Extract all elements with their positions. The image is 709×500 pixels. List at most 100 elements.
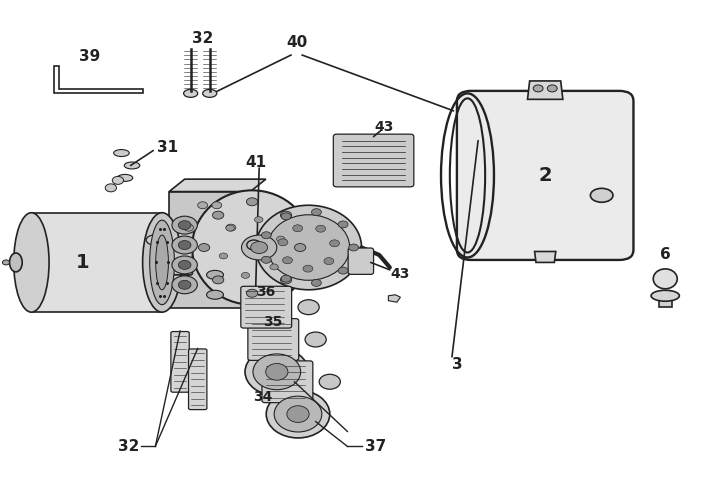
Text: 31: 31 xyxy=(157,140,178,154)
Polygon shape xyxy=(169,179,266,192)
Ellipse shape xyxy=(143,212,182,312)
Circle shape xyxy=(184,224,194,231)
Circle shape xyxy=(338,221,348,228)
Circle shape xyxy=(172,236,197,254)
Polygon shape xyxy=(535,252,556,262)
Circle shape xyxy=(172,276,197,294)
Text: 41: 41 xyxy=(245,156,266,170)
Circle shape xyxy=(270,264,279,270)
Ellipse shape xyxy=(653,269,677,289)
Ellipse shape xyxy=(124,162,140,169)
Ellipse shape xyxy=(150,220,174,304)
Circle shape xyxy=(283,257,292,264)
FancyBboxPatch shape xyxy=(248,318,298,360)
Circle shape xyxy=(178,260,191,270)
Text: 43: 43 xyxy=(374,120,393,134)
Polygon shape xyxy=(31,212,162,312)
Circle shape xyxy=(226,225,234,231)
Circle shape xyxy=(277,236,285,242)
Ellipse shape xyxy=(287,406,309,422)
Polygon shape xyxy=(527,81,563,100)
Circle shape xyxy=(241,272,250,278)
Circle shape xyxy=(172,216,197,234)
Ellipse shape xyxy=(305,332,326,347)
FancyBboxPatch shape xyxy=(171,250,192,275)
Text: 2: 2 xyxy=(538,166,552,185)
Text: 43: 43 xyxy=(391,267,410,281)
Ellipse shape xyxy=(117,174,133,182)
Circle shape xyxy=(247,198,258,205)
Ellipse shape xyxy=(267,215,350,280)
FancyBboxPatch shape xyxy=(333,134,414,187)
Circle shape xyxy=(199,244,210,252)
Ellipse shape xyxy=(266,390,330,438)
Circle shape xyxy=(311,208,321,216)
Text: 37: 37 xyxy=(365,439,386,454)
Text: 32: 32 xyxy=(118,439,139,454)
FancyBboxPatch shape xyxy=(189,349,207,410)
Ellipse shape xyxy=(298,300,319,314)
Circle shape xyxy=(349,244,359,251)
Circle shape xyxy=(112,176,123,184)
Ellipse shape xyxy=(113,150,129,156)
Ellipse shape xyxy=(319,374,340,389)
Circle shape xyxy=(226,224,236,231)
FancyBboxPatch shape xyxy=(457,91,633,260)
Ellipse shape xyxy=(9,253,22,272)
FancyBboxPatch shape xyxy=(348,248,374,274)
Ellipse shape xyxy=(274,396,322,432)
Circle shape xyxy=(262,256,272,264)
Ellipse shape xyxy=(206,270,223,280)
Circle shape xyxy=(262,232,272,238)
Circle shape xyxy=(198,202,208,208)
Circle shape xyxy=(330,240,340,247)
Ellipse shape xyxy=(591,188,613,202)
Text: 40: 40 xyxy=(286,35,307,50)
Ellipse shape xyxy=(192,190,312,304)
FancyBboxPatch shape xyxy=(241,286,291,328)
Ellipse shape xyxy=(13,212,49,312)
Circle shape xyxy=(105,184,116,192)
Text: 39: 39 xyxy=(79,48,100,64)
Text: 34: 34 xyxy=(253,390,272,404)
Circle shape xyxy=(255,216,263,222)
Circle shape xyxy=(311,280,321,286)
Circle shape xyxy=(178,220,191,230)
Circle shape xyxy=(303,265,313,272)
Circle shape xyxy=(281,275,291,282)
Circle shape xyxy=(316,225,325,232)
Circle shape xyxy=(251,242,267,254)
Circle shape xyxy=(278,239,288,246)
Ellipse shape xyxy=(2,260,9,265)
Ellipse shape xyxy=(253,354,301,390)
Polygon shape xyxy=(169,192,250,308)
Ellipse shape xyxy=(206,290,223,299)
Ellipse shape xyxy=(266,364,288,380)
Circle shape xyxy=(247,290,258,297)
Bar xyxy=(659,296,671,307)
Circle shape xyxy=(213,211,224,219)
Ellipse shape xyxy=(203,90,217,98)
Circle shape xyxy=(172,256,197,274)
Ellipse shape xyxy=(156,235,169,290)
Circle shape xyxy=(213,276,224,284)
FancyBboxPatch shape xyxy=(171,332,189,392)
Text: 1: 1 xyxy=(76,253,89,272)
Ellipse shape xyxy=(146,234,167,246)
Circle shape xyxy=(294,244,306,252)
Circle shape xyxy=(533,85,543,92)
Circle shape xyxy=(293,225,303,232)
FancyBboxPatch shape xyxy=(262,361,313,403)
Circle shape xyxy=(219,253,228,259)
Circle shape xyxy=(178,280,191,289)
Ellipse shape xyxy=(184,90,198,98)
Ellipse shape xyxy=(176,249,194,276)
Ellipse shape xyxy=(256,205,362,290)
Text: 32: 32 xyxy=(192,31,213,46)
Circle shape xyxy=(280,211,291,219)
Text: 3: 3 xyxy=(452,357,462,372)
Text: 35: 35 xyxy=(264,315,283,329)
Polygon shape xyxy=(389,294,401,302)
Circle shape xyxy=(338,267,348,274)
Ellipse shape xyxy=(245,348,308,396)
